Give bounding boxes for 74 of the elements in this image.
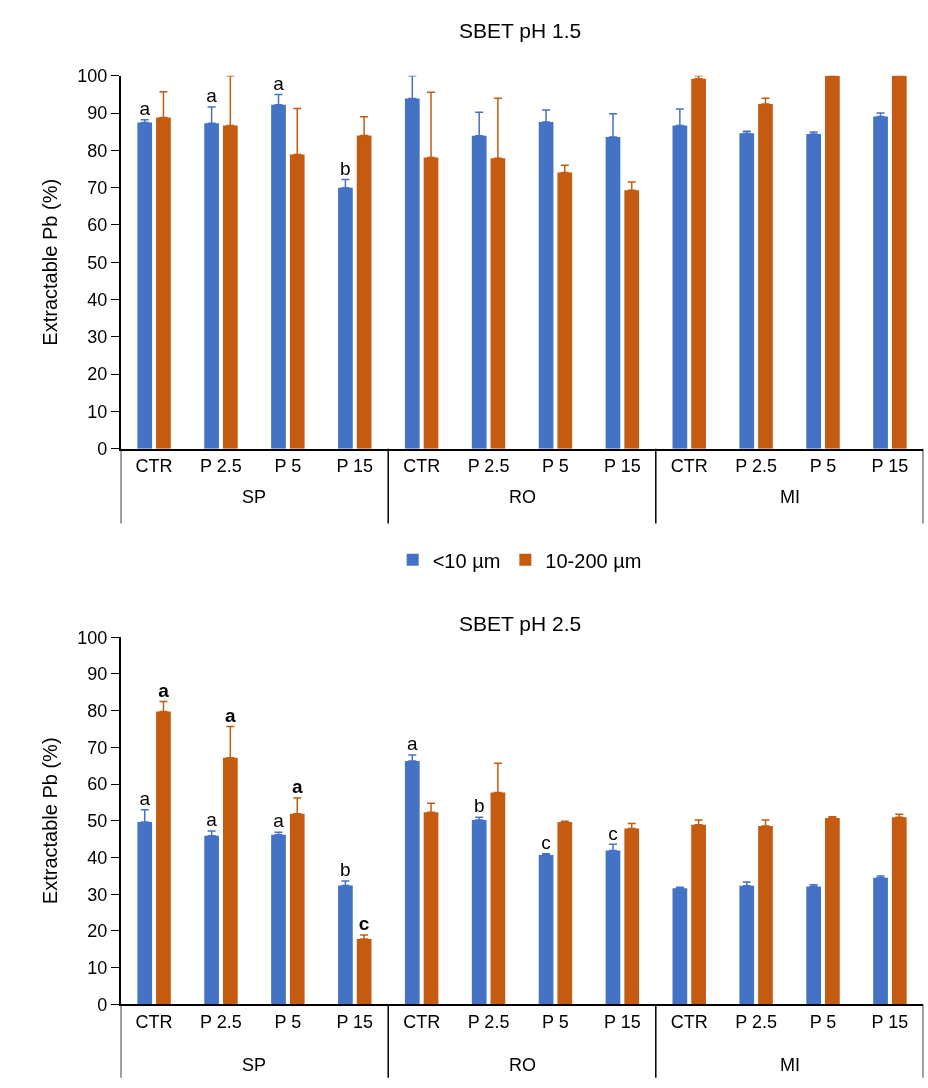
x-tick-label: P 2.5 [200,456,242,477]
data-label: c [541,832,551,854]
x-tick-label: P 2.5 [735,1011,777,1032]
y-axis-title: Extractable Pb (%) [39,178,62,346]
y-tick-label: 30 [87,884,108,905]
text: RO [509,1055,536,1075]
data-label: a [273,72,285,94]
text: MI [780,487,800,507]
data-label: b [473,795,485,817]
text: MI [780,1055,800,1075]
y-tick-label: 50 [87,811,108,832]
data-label: a [139,788,151,810]
x-tick-label: P 5 [542,456,569,477]
x-tick-label: P 15 [871,456,909,477]
chart-title: SBET pH 2.5 [459,612,582,635]
y-tick-label: 90 [87,103,108,124]
y-tick-label: 10 [87,957,108,978]
x-tick-label: CTR [403,1011,441,1032]
data-label: c [358,913,370,935]
x-tick-label: P 15 [603,1011,641,1032]
text: SP [242,487,267,507]
x-tick-label: P 5 [809,1011,837,1032]
x-tick-label: P 15 [336,456,374,477]
data-label: a [407,733,418,755]
data-label: a [291,776,303,798]
text: RO [509,487,536,507]
y-tick-label: 40 [87,847,108,868]
x-tick-label: CTR [670,456,708,477]
y-tick-label: 60 [87,774,108,795]
y-tick-label: 100 [77,627,108,648]
y-tick-label: 0 [97,994,108,1015]
x-tick-label: P 5 [274,1011,302,1032]
x-tick-label: P 2.5 [467,1011,510,1032]
x-tick-label: P 15 [336,1011,374,1032]
x-tick-label: P 15 [871,1011,909,1032]
y-tick-label: 100 [77,66,108,87]
y-tick-label: 60 [87,215,108,236]
x-tick-label: P 5 [542,1011,569,1032]
chart-title: SBET pH 1.5 [459,19,582,42]
x-tick-label: CTR [670,1011,708,1032]
text: SP [242,1055,267,1075]
y-tick-label: 40 [87,289,108,310]
data-label: b [340,859,351,881]
legend-label: <10 µm [432,549,501,572]
x-tick-label: P 15 [603,456,641,477]
y-tick-label: 0 [97,439,108,460]
y-tick-label: 80 [87,140,108,161]
y-tick-label: 90 [87,664,108,685]
y-tick-label: 50 [87,252,108,273]
x-tick-label: P 5 [274,456,302,477]
x-tick-label: CTR [403,456,441,477]
x-tick-label: CTR [135,1011,173,1032]
y-tick-label: 70 [87,737,108,758]
y-tick-label: 20 [87,364,108,385]
data-label: c [608,822,618,844]
y-tick-label: 80 [87,700,108,721]
x-tick-label: P 2.5 [467,456,510,477]
data-label: b [340,157,351,179]
data-label: a [225,704,237,726]
y-tick-label: 30 [87,327,108,348]
data-label: a [273,810,285,832]
x-tick-label: P 5 [809,456,837,477]
data-label: a [206,809,218,831]
x-tick-label: P 2.5 [200,1011,242,1032]
legend-label: 10-200 µm [545,549,642,572]
y-axis-title: Extractable Pb (%) [39,737,62,905]
data-label: a [139,98,151,120]
data-label: a [158,679,170,701]
x-tick-label: CTR [135,456,173,477]
x-tick-label: P 2.5 [735,456,777,477]
y-tick-label: 10 [87,401,108,422]
y-tick-label: 70 [87,177,108,198]
data-label: a [206,85,218,107]
y-tick-label: 20 [87,921,108,942]
